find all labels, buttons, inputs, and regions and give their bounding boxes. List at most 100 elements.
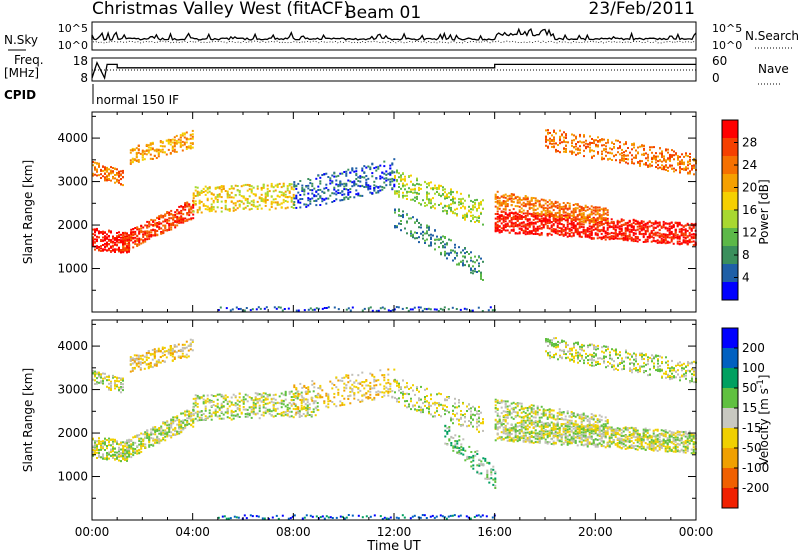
scatter-cell bbox=[638, 238, 641, 241]
scatter-cell bbox=[581, 141, 583, 144]
scatter-cell bbox=[518, 224, 521, 227]
scatter-cell bbox=[604, 238, 607, 241]
scatter-cell bbox=[94, 166, 96, 169]
scatter-cell bbox=[122, 441, 124, 444]
scatter-cell bbox=[154, 441, 157, 444]
scatter-cell bbox=[406, 221, 408, 224]
scatter-cell bbox=[130, 231, 133, 234]
scatter-cell bbox=[593, 139, 595, 142]
scatter-cell bbox=[580, 212, 583, 215]
scatter-cell bbox=[94, 370, 96, 373]
scatter-cell bbox=[218, 186, 221, 189]
scatter-cell bbox=[319, 196, 322, 199]
scatter-cell bbox=[413, 306, 416, 309]
scatter-cell bbox=[576, 207, 579, 210]
scatter-cell bbox=[162, 216, 165, 219]
scatter-cell bbox=[162, 224, 165, 227]
scatter-cell bbox=[679, 166, 681, 169]
scatter-cell bbox=[480, 271, 482, 274]
scatter-cell bbox=[120, 443, 122, 446]
scatter-cell bbox=[562, 218, 565, 221]
scatter-cell bbox=[265, 306, 268, 309]
scatter-cell bbox=[625, 161, 627, 164]
scatter-cell bbox=[693, 157, 695, 160]
scatter-cell bbox=[410, 188, 412, 191]
scatter-cell bbox=[359, 177, 362, 179]
scatter-cell bbox=[307, 184, 310, 187]
scatter-cell bbox=[128, 250, 130, 253]
scatter-cell bbox=[92, 233, 94, 236]
scatter-cell bbox=[162, 220, 165, 223]
scatter-cell bbox=[574, 216, 577, 219]
scatter-cell bbox=[418, 236, 420, 239]
scatter-cell bbox=[402, 178, 404, 181]
scatter-cell bbox=[558, 209, 561, 212]
scatter-cell bbox=[339, 199, 342, 202]
scatter-cell bbox=[534, 230, 537, 233]
scatter-cell bbox=[494, 195, 497, 198]
scatter-cell bbox=[442, 235, 444, 238]
scatter-cell bbox=[110, 239, 112, 242]
scatter-cell bbox=[683, 167, 685, 170]
scatter-cell bbox=[116, 451, 118, 454]
scatter-cell bbox=[158, 427, 161, 429]
scatter-cell bbox=[98, 163, 100, 166]
scatter-cell bbox=[317, 197, 320, 200]
scatter-cell bbox=[112, 241, 114, 244]
scatter-cell bbox=[248, 202, 251, 205]
scatter-cell bbox=[167, 348, 170, 351]
scatter-cell bbox=[681, 168, 683, 171]
scatter-cell bbox=[566, 202, 569, 204]
scatter-cell bbox=[150, 431, 153, 434]
scatter-cell bbox=[416, 177, 418, 180]
scatter-cell bbox=[190, 419, 193, 422]
scatter-cell bbox=[500, 227, 503, 230]
scatter-cell bbox=[128, 455, 130, 458]
scatter-cell bbox=[504, 203, 507, 206]
scatter-cell bbox=[545, 138, 547, 141]
scatter-cell bbox=[96, 371, 98, 374]
scatter-cell bbox=[323, 307, 326, 309]
scatter-cell bbox=[639, 164, 641, 167]
scatter-cell bbox=[151, 349, 154, 351]
scatter-cell bbox=[572, 227, 575, 230]
scatter-cell bbox=[441, 308, 444, 311]
scatter-cell bbox=[317, 185, 320, 188]
scatter-cell bbox=[178, 217, 181, 220]
scatter-cell bbox=[146, 234, 149, 237]
scatter-cell bbox=[514, 221, 517, 224]
scatter-cell bbox=[472, 272, 474, 275]
scatter-cell bbox=[146, 437, 149, 439]
scatter-cell bbox=[102, 175, 104, 178]
scatter-cell bbox=[645, 157, 647, 160]
scatter-cell bbox=[149, 148, 152, 151]
scatter-cell bbox=[596, 221, 599, 224]
scatter-cell bbox=[106, 455, 108, 458]
scatter-cell bbox=[590, 226, 593, 229]
scatter-cell bbox=[565, 151, 567, 153]
scatter-cell bbox=[192, 421, 195, 424]
scatter-cell bbox=[553, 146, 555, 149]
scatter-cell bbox=[504, 200, 507, 203]
scatter-cell bbox=[339, 184, 342, 187]
scatter-cell bbox=[610, 231, 613, 234]
scatter-cell bbox=[688, 232, 691, 234]
scatter-cell bbox=[92, 164, 94, 167]
scatter-cell bbox=[565, 148, 567, 150]
scatter-cell bbox=[582, 215, 585, 218]
scatter-cell bbox=[676, 221, 679, 224]
scatter-cell bbox=[452, 191, 454, 194]
scatter-cell bbox=[666, 234, 669, 237]
scatter-cell bbox=[588, 216, 591, 218]
scatter-cell bbox=[496, 190, 499, 193]
scatter-cell bbox=[106, 177, 108, 179]
scatter-cell bbox=[174, 220, 177, 223]
scatter-cell bbox=[158, 215, 161, 218]
scatter-cell bbox=[114, 384, 116, 387]
scatter-cell bbox=[516, 199, 519, 202]
scatter-cell bbox=[538, 202, 541, 205]
scatter-cell bbox=[400, 229, 402, 232]
scatter-cell bbox=[631, 162, 633, 165]
scatter-cell bbox=[159, 150, 162, 153]
scatter-cell bbox=[98, 246, 100, 248]
